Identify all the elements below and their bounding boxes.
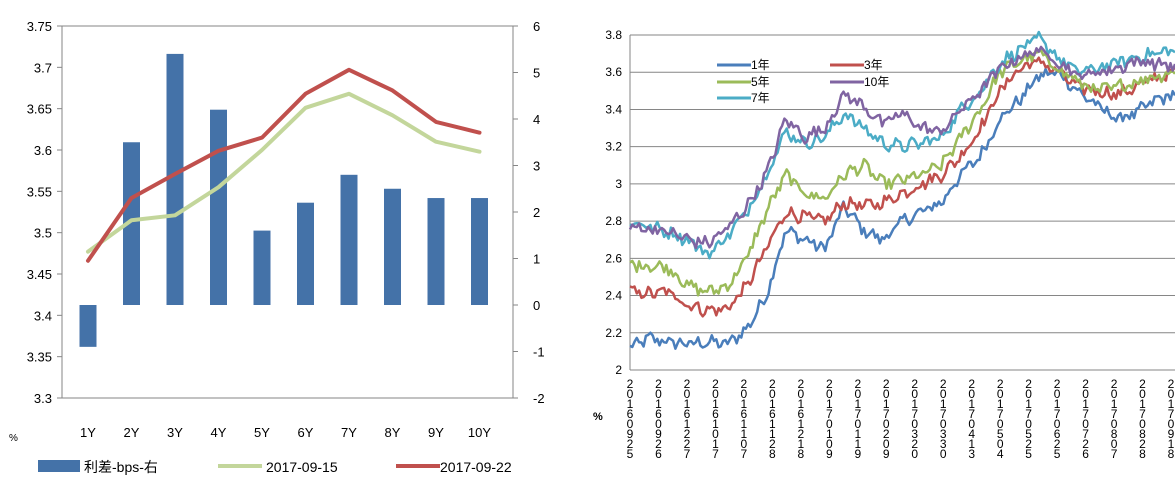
spread-bar-line-chart: 3.75 3.7 3.65 3.6 3.55 3.5 3.45 3.4 3.35 3.3 6 5 4 3 2… — [0, 0, 585, 476]
legend-label: 2017-09-22 — [440, 459, 512, 475]
y-axis-unit-label: % — [593, 411, 603, 423]
spread-bar — [471, 198, 488, 305]
yield-series-line — [628, 45, 1175, 250]
x-axis-category-label: 4Y — [211, 425, 227, 440]
yield-series-line — [629, 30, 1175, 260]
x-axis-category-label: 7Y — [341, 425, 357, 440]
right-axis-tick-label: 4 — [533, 112, 540, 127]
left-axis-tick-label: 3.7 — [34, 60, 52, 75]
left-axis-tick-label: 3.35 — [27, 350, 52, 365]
yield-series-line — [629, 56, 1175, 318]
legend-swatch-bar — [38, 460, 80, 472]
y-axis-tick-label: 2.6 — [605, 251, 622, 265]
right-axis-tick-label: -2 — [533, 391, 545, 406]
left-axis-tick-label: 3.3 — [34, 391, 52, 406]
left-axis-tick-label: 3.55 — [27, 184, 52, 199]
yield-curve-line — [86, 91, 482, 254]
left-axis-tick-label: 3.5 — [34, 226, 52, 241]
spread-bar — [79, 305, 97, 347]
y-axis-tick-label: 3 — [615, 177, 622, 191]
legend-label: 利差-bps-右 — [84, 459, 158, 475]
yield-series-line — [629, 67, 1175, 350]
y-axis-tick-label: 3.8 — [605, 28, 622, 42]
left-chart-svg: 3.75 3.7 3.65 3.6 3.55 3.5 3.45 3.4 3.35 3.3 6 5 4 3 2… — [9, 19, 545, 475]
y-axis-tick-label: 2 — [615, 363, 622, 377]
right-axis-tick-label: -1 — [533, 345, 545, 360]
yield-history-line-chart: 3.8 3.6 3.4 3.2 3 2.8 2.6 2.4 2.2 2% 2 0 1 6 0 9 2 5 2 0 1 6 0… — [590, 0, 1175, 476]
spread-bar — [123, 142, 140, 305]
spread-bar — [340, 174, 358, 305]
left-axis-tick-label: 3.6 — [34, 143, 52, 158]
right-axis-tick-label: 1 — [533, 252, 540, 267]
left-axis-tick-label: 3.45 — [27, 267, 52, 282]
left-axis-unit-label: % — [9, 433, 18, 444]
y-axis-tick-label: 3.2 — [605, 140, 622, 154]
left-axis-tick-label: 3.4 — [34, 308, 52, 323]
spread-bar — [166, 53, 184, 306]
spread-bar — [253, 230, 271, 305]
legend-label: 1年 — [751, 58, 770, 72]
x-axis-category-label: 10Y — [468, 425, 491, 440]
right-axis-tick-label: 2 — [533, 205, 540, 220]
right-axis-tick-label: 0 — [533, 298, 540, 313]
legend-label: 10年 — [864, 75, 889, 89]
x-axis-category-label: 6Y — [298, 425, 314, 440]
legend-label: 5年 — [751, 75, 770, 89]
x-axis-category-label: 5Y — [254, 425, 270, 440]
y-axis-tick-label: 3.4 — [605, 102, 622, 116]
legend-label: 3年 — [864, 58, 883, 72]
y-axis-tick-label: 2.8 — [605, 214, 622, 228]
x-axis-category-label: 8Y — [385, 425, 401, 440]
left-axis-tick-label: 3.65 — [27, 102, 52, 117]
x-axis-category-label: 3Y — [167, 425, 183, 440]
x-axis-category-label: 1Y — [80, 425, 96, 440]
legend-label: 2017-09-15 — [266, 459, 338, 475]
legend-label: 7年 — [751, 91, 770, 105]
y-axis-tick-label: 3.6 — [605, 65, 622, 79]
right-axis-tick-label: 3 — [533, 159, 540, 174]
spread-bar — [210, 109, 227, 305]
right-axis-tick-label: 6 — [533, 19, 540, 34]
left-axis-tick-label: 3.75 — [27, 19, 52, 34]
x-axis-category-label: 2Y — [124, 425, 140, 440]
yield-series-line — [629, 48, 1175, 297]
spread-bar — [384, 188, 401, 305]
x-axis-category-label: 9Y — [428, 425, 444, 440]
right-chart-svg: 3.8 3.6 3.4 3.2 3 2.8 2.6 2.4 2.2 2% 2 0 1 6 0 9 2 5 2 0 1 6 0… — [593, 28, 1175, 461]
right-axis-tick-label: 5 — [533, 66, 540, 81]
spread-bar — [427, 198, 445, 305]
spread-bar — [297, 202, 314, 305]
y-axis-tick-label: 2.2 — [605, 326, 622, 340]
y-axis-tick-label: 2.4 — [605, 289, 622, 303]
yield-curve-line — [86, 67, 482, 263]
